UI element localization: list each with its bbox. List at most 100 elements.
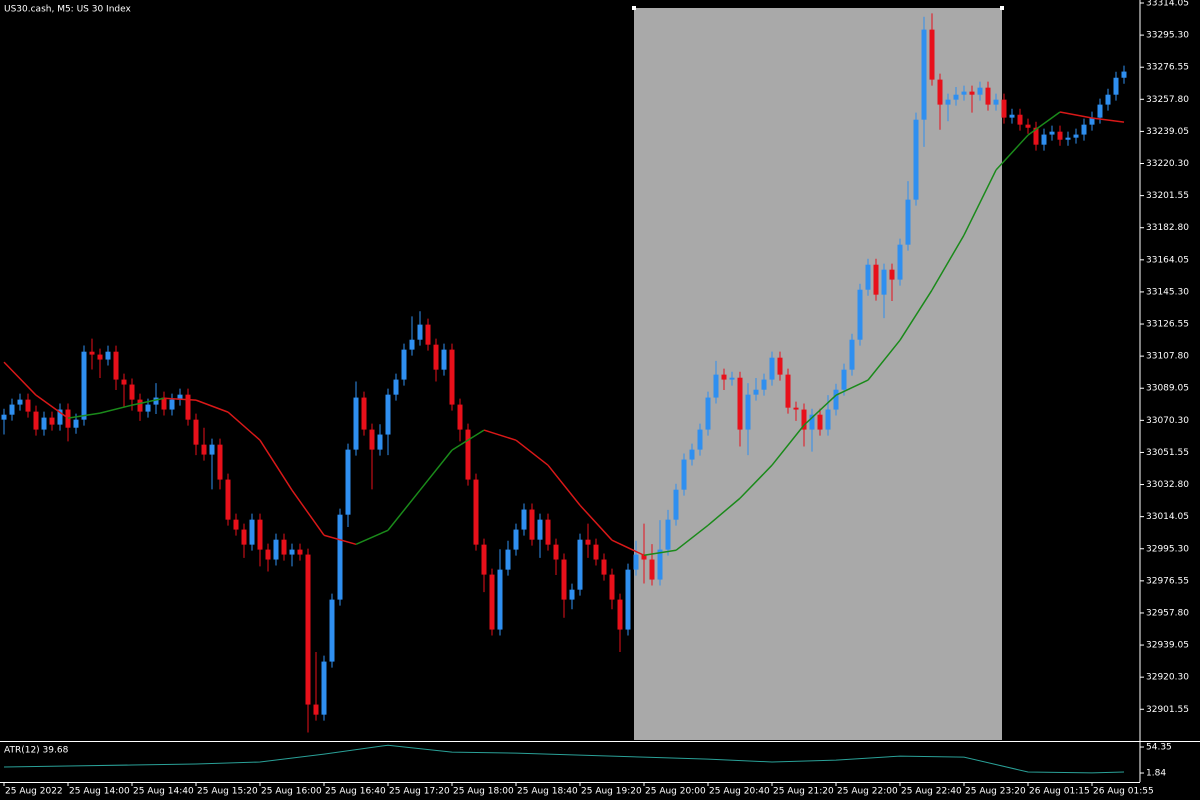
candle-body <box>273 539 279 560</box>
moving-average-segment <box>259 439 293 491</box>
candle-body <box>161 397 167 410</box>
x-tick-label: 25 Aug 18:00 <box>453 787 514 797</box>
candle-body <box>1041 134 1047 145</box>
candle-body <box>873 264 879 295</box>
candle-body <box>1001 99 1007 118</box>
candle-body <box>777 357 783 375</box>
candle-body <box>641 554 647 560</box>
candle-body <box>385 394 391 435</box>
y-tick-label: 33014.05 <box>1146 512 1189 522</box>
candle-body <box>505 549 511 570</box>
y-tick-label: 32920.30 <box>1146 673 1189 683</box>
candle-body <box>17 399 23 405</box>
candle-body <box>1089 117 1095 125</box>
y-tick-label: 33070.30 <box>1146 416 1189 426</box>
x-tick-label: 25 Aug 14:40 <box>133 787 194 797</box>
candle-body <box>569 589 575 600</box>
candle-body <box>1073 134 1079 138</box>
y-tick-label: 33276.55 <box>1146 63 1189 73</box>
highlight-rectangle[interactable] <box>634 8 1002 740</box>
x-tick-label: 25 Aug 19:20 <box>581 787 642 797</box>
candle-body <box>1081 124 1087 135</box>
candle-body <box>585 539 591 545</box>
y-tick-label: 32995.30 <box>1146 544 1189 554</box>
candle-body <box>497 569 503 630</box>
candle-body <box>1049 131 1055 135</box>
candle-body <box>65 409 71 428</box>
moving-average-segment <box>291 489 325 536</box>
moving-average-segment <box>675 524 709 551</box>
candle-body <box>537 519 543 540</box>
moving-average-segment <box>131 397 165 406</box>
x-tick-label: 25 Aug 22:40 <box>901 787 962 797</box>
moving-average-segment <box>3 361 37 396</box>
y-tick-label: 33089.05 <box>1146 384 1189 394</box>
candle-body <box>729 377 735 380</box>
moving-average-segment <box>771 424 805 466</box>
candle-body <box>345 449 351 515</box>
candle-body <box>953 94 959 100</box>
candle-body <box>1025 124 1031 128</box>
y-tick-label: 33295.30 <box>1146 31 1189 41</box>
rectangle-handle[interactable] <box>1000 6 1004 10</box>
candle-body <box>649 559 655 580</box>
candle-body <box>425 324 431 345</box>
candle-body <box>713 374 719 398</box>
y-tick-label: 32957.80 <box>1146 608 1189 618</box>
candle-body <box>1065 137 1071 140</box>
candle-body <box>633 554 639 570</box>
candle-body <box>921 29 927 120</box>
candle-body <box>297 549 303 555</box>
candle-body <box>1113 77 1119 95</box>
moving-average-segment <box>163 397 197 401</box>
candle-body <box>41 417 47 430</box>
candle-body <box>1105 94 1111 105</box>
candle-body <box>769 357 775 380</box>
candle-body <box>529 509 535 540</box>
candle-body <box>9 404 15 415</box>
candle-body <box>1017 114 1023 125</box>
y-tick-label: 33314.05 <box>1146 0 1189 8</box>
candle-body <box>313 704 319 715</box>
candle-body <box>329 599 335 662</box>
rectangle-handle[interactable] <box>632 6 636 10</box>
candle-body <box>617 599 623 630</box>
moving-average-segment <box>963 169 997 236</box>
candle-body <box>377 434 383 450</box>
candle-body <box>73 419 79 428</box>
candle-body <box>401 349 407 380</box>
y-tick-label: 32901.55 <box>1146 705 1189 715</box>
indicator-line <box>3 744 1125 774</box>
candle-body <box>593 544 599 560</box>
candle-body <box>25 399 31 412</box>
candle-body <box>961 91 967 95</box>
x-tick-label: 25 Aug 16:00 <box>261 787 322 797</box>
candle-body <box>969 91 975 95</box>
x-tick-label: 25 Aug 22:00 <box>837 787 898 797</box>
moving-average-segment <box>579 504 613 541</box>
moving-average-segment <box>99 404 133 414</box>
candle-body <box>889 269 895 280</box>
moving-average-segment <box>1091 117 1125 123</box>
y-tick-label: 33145.30 <box>1146 287 1189 297</box>
x-tick-label: 25 Aug 2022 <box>5 787 63 797</box>
moving-average-segment <box>931 234 965 291</box>
candle-body <box>433 344 439 370</box>
indicator-title: ATR(12) 39.68 <box>4 746 69 756</box>
candle-body <box>849 339 855 370</box>
candle-body <box>361 397 367 430</box>
candle-body <box>473 479 479 545</box>
candle-body <box>169 399 175 410</box>
candle-body <box>545 519 551 545</box>
candle-body <box>553 544 559 560</box>
candle-body <box>145 404 151 412</box>
moving-average-segment <box>323 534 357 546</box>
candle-body <box>417 324 423 340</box>
candle-body <box>337 514 343 600</box>
candle-body <box>905 199 911 245</box>
candle-body <box>353 397 359 450</box>
x-tick-label: 25 Aug 20:40 <box>709 787 770 797</box>
candle-body <box>561 559 567 600</box>
candle-body <box>705 397 711 430</box>
y-tick-label: 33051.55 <box>1146 448 1189 458</box>
